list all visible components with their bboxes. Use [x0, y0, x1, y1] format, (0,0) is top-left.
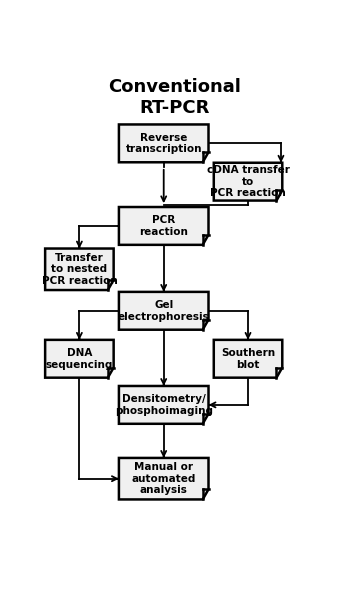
- Text: cDNA transfer
to
PCR reaction: cDNA transfer to PCR reaction: [207, 165, 289, 198]
- Text: DNA
sequencing: DNA sequencing: [46, 348, 113, 370]
- Polygon shape: [119, 292, 208, 329]
- Polygon shape: [119, 125, 208, 162]
- Polygon shape: [119, 458, 208, 500]
- Text: Reverse
transcription: Reverse transcription: [125, 132, 202, 154]
- Text: Manual or
automated
analysis: Manual or automated analysis: [132, 462, 196, 495]
- Polygon shape: [214, 163, 282, 201]
- Text: Gel
electrophoresis: Gel electrophoresis: [118, 300, 209, 322]
- Text: Southern
blot: Southern blot: [221, 348, 275, 370]
- Text: PCR
reaction: PCR reaction: [139, 215, 188, 237]
- Polygon shape: [214, 340, 282, 378]
- Polygon shape: [45, 249, 114, 290]
- Text: Transfer
to nested
PCR reaction: Transfer to nested PCR reaction: [41, 253, 117, 286]
- Polygon shape: [119, 207, 208, 245]
- Text: Densitometry/
phosphoimaging: Densitometry/ phosphoimaging: [115, 394, 213, 416]
- Polygon shape: [45, 340, 114, 378]
- Polygon shape: [119, 386, 208, 424]
- Text: Conventional
RT-PCR: Conventional RT-PCR: [108, 78, 241, 117]
